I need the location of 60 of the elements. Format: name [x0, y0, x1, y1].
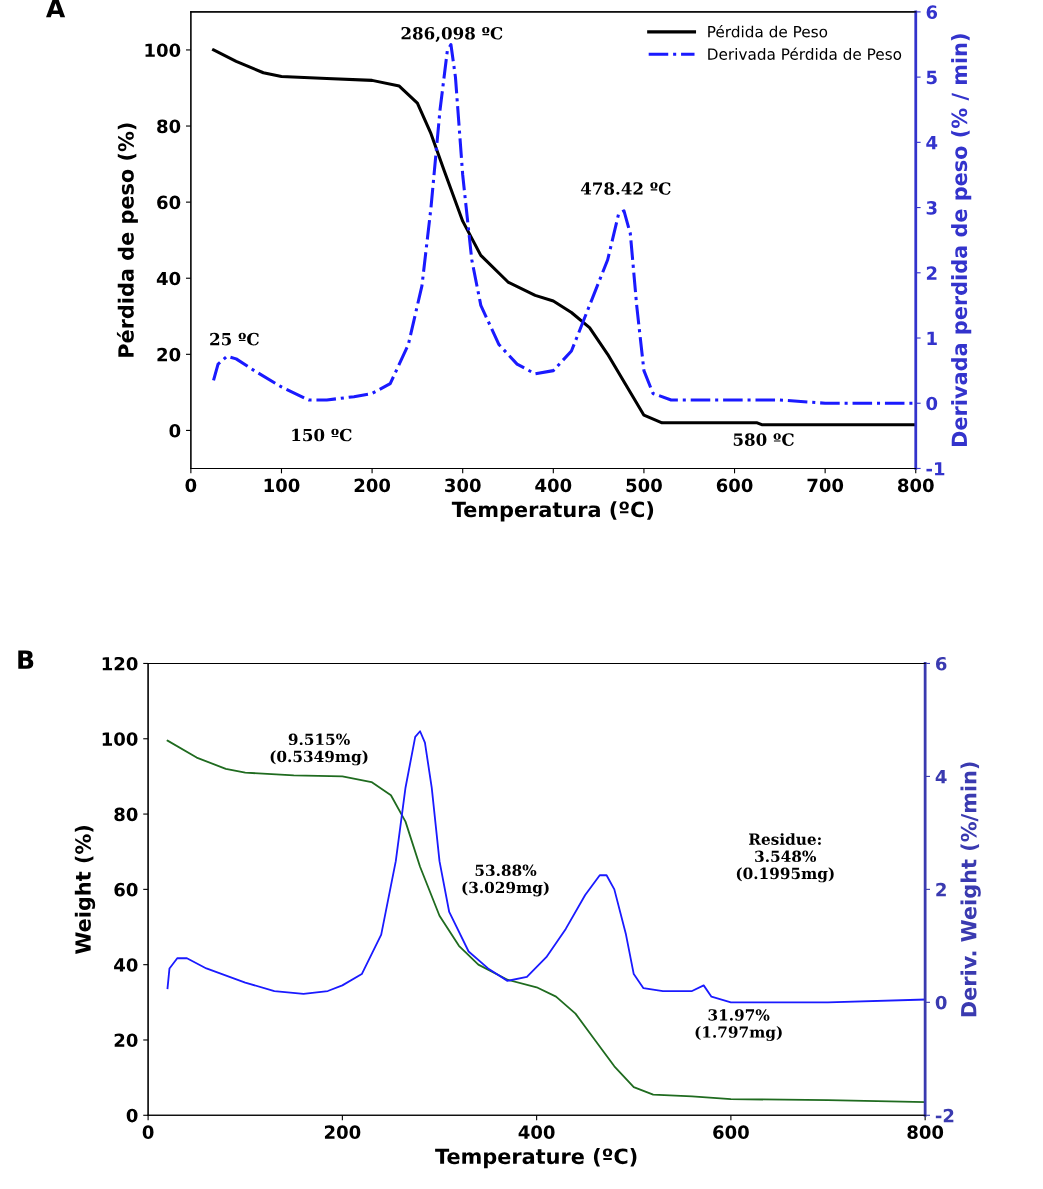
annotation: 53.88% (3.029mg) — [462, 864, 549, 897]
y2-tick-label: 2 — [926, 266, 937, 280]
y2-tick-label: 6 — [926, 5, 938, 20]
y-tick-label: 80 — [114, 807, 138, 822]
chart-title: B — [18, 650, 34, 669]
y-tick-label: 20 — [157, 347, 181, 362]
y2-tick-label: -1 — [926, 462, 945, 476]
y2-axis-title: Deriv. Weight (%/min) — [960, 762, 981, 1017]
x-tick-label: 400 — [535, 478, 572, 493]
y-tick-label: 80 — [157, 119, 181, 134]
y2-tick-label: 0 — [935, 995, 947, 1010]
y-tick-label: 100 — [102, 732, 138, 746]
y-tick-label: 100 — [145, 43, 181, 58]
line-series — [166, 730, 926, 1004]
x-tick-label: 300 — [445, 478, 481, 493]
x-tick-label: 200 — [354, 478, 391, 493]
y-tick-label: 120 — [102, 656, 138, 671]
annotation: 580 ºC — [733, 433, 794, 446]
x-tick-label: 600 — [716, 478, 753, 493]
chart-title: A — [46, 0, 66, 18]
y2-tick-label: 2 — [936, 882, 946, 897]
x-tick-label: 600 — [713, 1125, 749, 1139]
x-tick-label: 0 — [142, 1125, 154, 1139]
y-tick-label: 20 — [114, 1033, 138, 1048]
y2-tick-label: 3 — [926, 201, 937, 215]
legend-label: Derivada Pérdida de Peso — [708, 47, 902, 60]
y2-tick-label: -2 — [935, 1108, 954, 1123]
x-tick-label: 0 — [185, 478, 197, 493]
x-tick-label: 200 — [324, 1125, 361, 1139]
annotation: 9.515% (0.5349mg) — [270, 733, 368, 766]
y2-tick-label: 6 — [935, 656, 947, 671]
annotation: 25 ºC — [210, 332, 259, 346]
y-tick-label: 0 — [169, 423, 181, 438]
y-tick-label: 60 — [157, 195, 181, 210]
y-tick-label: 40 — [156, 271, 181, 286]
y2-tick-label: 4 — [935, 770, 947, 784]
x-axis-title: Temperatura (ºC) — [451, 501, 654, 522]
annotation: Residue: 3.548% (0.1995mg) — [736, 833, 834, 883]
annotation: 286,098 ºC — [401, 26, 503, 43]
x-tick-label: 400 — [518, 1125, 555, 1139]
y-tick-label: 40 — [114, 958, 138, 972]
x-tick-label: 500 — [626, 478, 662, 493]
y-tick-label: 0 — [126, 1108, 138, 1123]
y-axis-title: Pérdida de peso (%) — [116, 123, 138, 357]
annotation: 150 ºC — [292, 428, 352, 442]
annotation: 478.42 ºC — [580, 182, 671, 195]
annotation: 31.97% (1.797mg) — [695, 1009, 782, 1041]
y2-tick-label: 1 — [927, 331, 937, 345]
x-tick-label: 100 — [264, 478, 300, 493]
x-tick-label: 700 — [807, 478, 844, 493]
x-tick-label: 800 — [907, 1125, 944, 1139]
x-axis-title: Temperature (ºC) — [435, 1148, 637, 1169]
y-axis-title: Weight (%) — [74, 825, 96, 954]
y2-tick-label: 0 — [926, 396, 938, 411]
x-tick-label: 800 — [898, 478, 934, 493]
y2-tick-label: 5 — [926, 70, 937, 85]
y2-tick-label: 4 — [926, 136, 938, 150]
y-tick-label: 60 — [114, 882, 138, 897]
legend-label: Pérdida de Peso — [708, 25, 828, 38]
y2-axis-title: Derivada perdida de peso (% / min) — [951, 34, 972, 446]
